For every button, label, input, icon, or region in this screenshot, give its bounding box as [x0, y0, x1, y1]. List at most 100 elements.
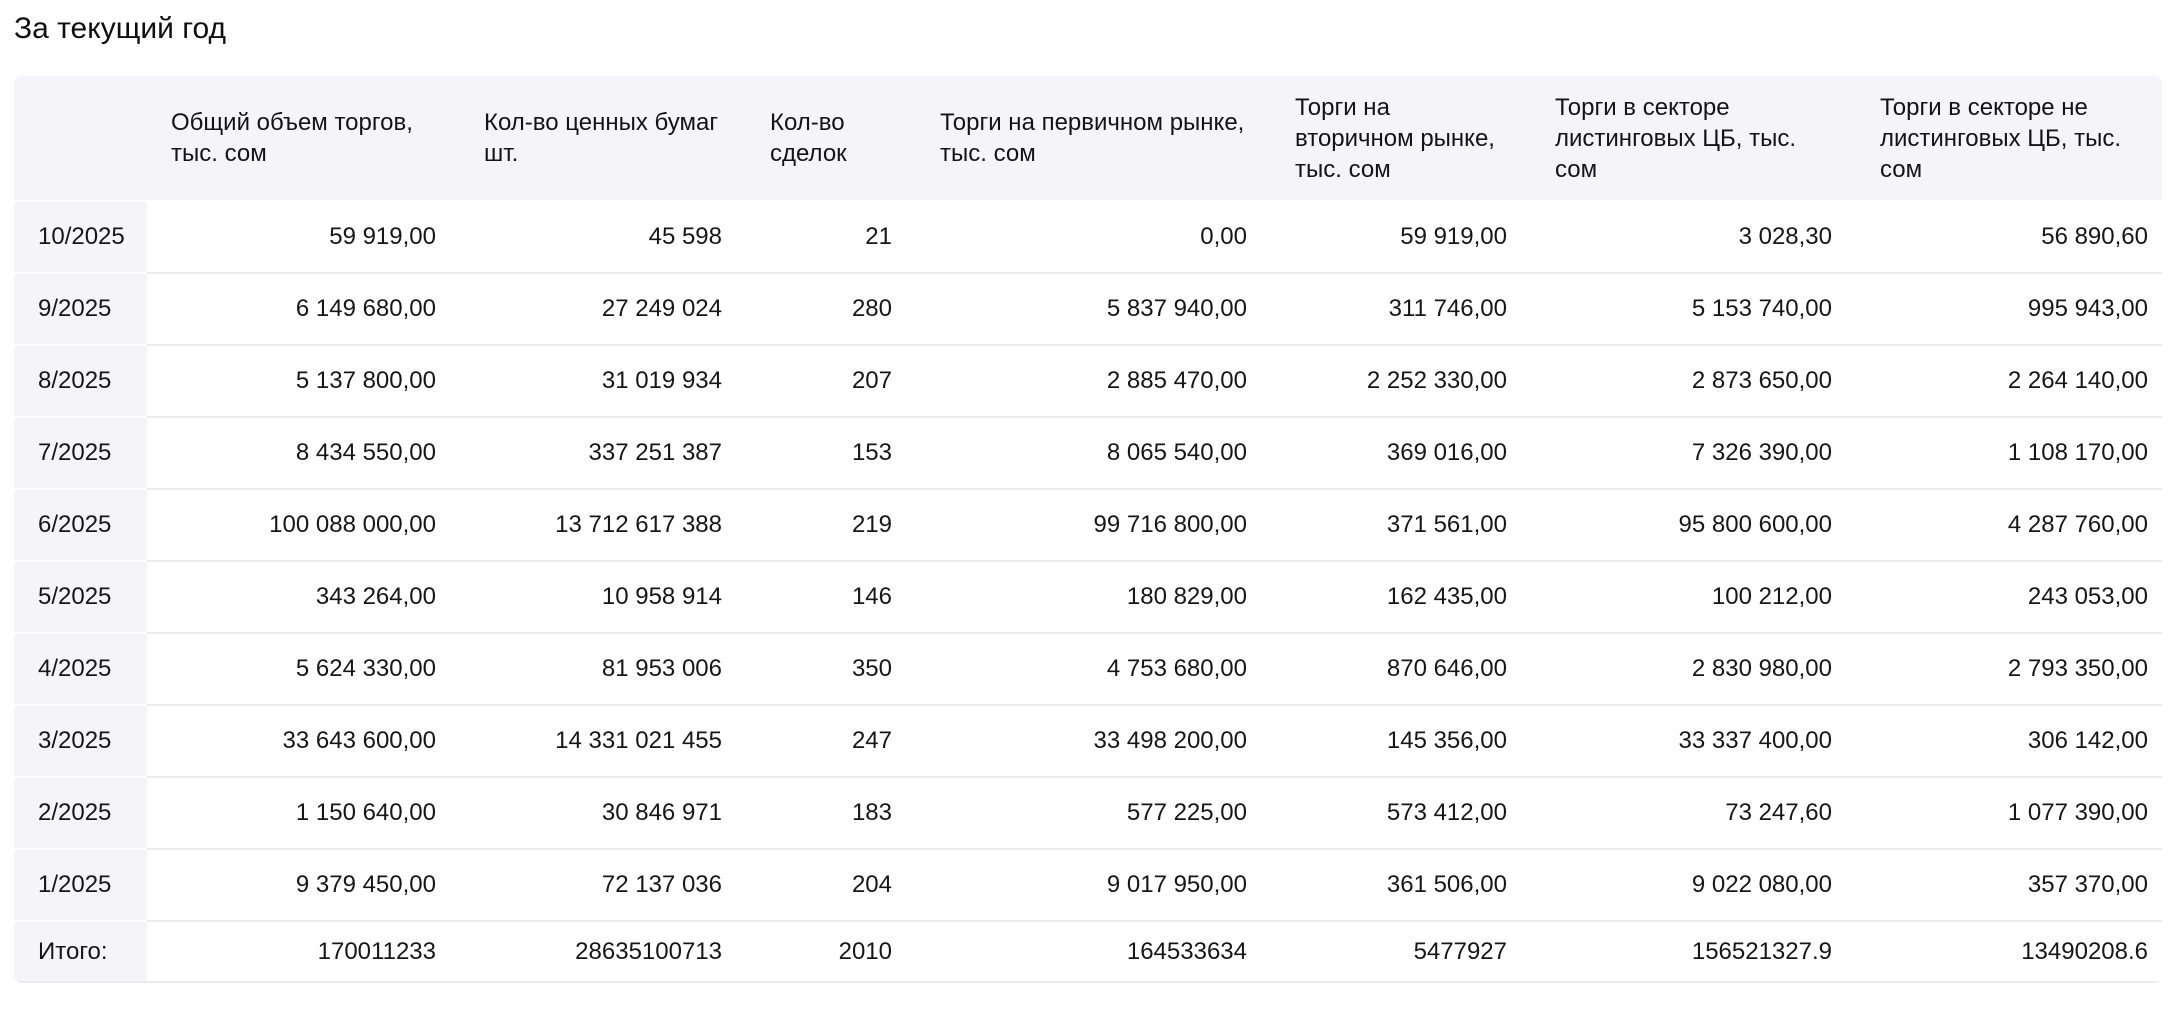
value-cell: 371 561,00: [1271, 488, 1531, 560]
value-cell: 5 624 330,00: [147, 632, 460, 704]
value-cell: 81 953 006: [460, 632, 746, 704]
value-cell: 8 065 540,00: [916, 416, 1271, 488]
value-cell: 9 022 080,00: [1531, 848, 1856, 920]
value-cell: 72 137 036: [460, 848, 746, 920]
table-row: 9/2025 6 149 680,00 27 249 024 280 5 837 940…: [14, 272, 2162, 344]
value-cell: 870 646,00: [1271, 632, 1531, 704]
row-period: 4/2025: [14, 632, 147, 704]
value-cell: 7 326 390,00: [1531, 416, 1856, 488]
value-cell: 14 331 021 455: [460, 704, 746, 776]
value-cell: 33 643 600,00: [147, 704, 460, 776]
value-cell: 3 028,30: [1531, 200, 1856, 272]
value-cell: 162 435,00: [1271, 560, 1531, 632]
value-cell: 361 506,00: [1271, 848, 1531, 920]
column-header: Торги в секторе листинговых ЦБ, тыс. сом: [1531, 76, 1856, 200]
total-row: Итого: 170011233 28635100713 2010 164533634 5…: [14, 920, 2162, 983]
value-cell: 5 137 800,00: [147, 344, 460, 416]
row-period: 10/2025: [14, 200, 147, 272]
value-cell: 153: [746, 416, 916, 488]
value-cell: 306 142,00: [1856, 704, 2162, 776]
value-cell: 59 919,00: [1271, 200, 1531, 272]
value-cell: 577 225,00: [916, 776, 1271, 848]
total-cell: 13490208.6: [1856, 920, 2162, 983]
value-cell: 0,00: [916, 200, 1271, 272]
value-cell: 27 249 024: [460, 272, 746, 344]
total-cell: 164533634: [916, 920, 1271, 983]
value-cell: 995 943,00: [1856, 272, 2162, 344]
row-period: 6/2025: [14, 488, 147, 560]
value-cell: 4 287 760,00: [1856, 488, 2162, 560]
value-cell: 2 830 980,00: [1531, 632, 1856, 704]
value-cell: 1 077 390,00: [1856, 776, 2162, 848]
value-cell: 350: [746, 632, 916, 704]
table-row: 4/2025 5 624 330,00 81 953 006 350 4 753 680…: [14, 632, 2162, 704]
table-row: 10/2025 59 919,00 45 598 21 0,00 59 919,00 3 0…: [14, 200, 2162, 272]
row-period: 7/2025: [14, 416, 147, 488]
value-cell: 207: [746, 344, 916, 416]
value-cell: 100 212,00: [1531, 560, 1856, 632]
value-cell: 311 746,00: [1271, 272, 1531, 344]
value-cell: 73 247,60: [1531, 776, 1856, 848]
value-cell: 280: [746, 272, 916, 344]
value-cell: 13 712 617 388: [460, 488, 746, 560]
table-row: 1/2025 9 379 450,00 72 137 036 204 9 017 950…: [14, 848, 2162, 920]
table-body: 10/2025 59 919,00 45 598 21 0,00 59 919,00 3 0…: [14, 200, 2162, 983]
column-header: Торги в секторе не листинговых ЦБ, тыс. …: [1856, 76, 2162, 200]
value-cell: 337 251 387: [460, 416, 746, 488]
value-cell: 219: [746, 488, 916, 560]
column-header: Кол-во ценных бумаг шт.: [460, 76, 746, 200]
value-cell: 343 264,00: [147, 560, 460, 632]
value-cell: 2 885 470,00: [916, 344, 1271, 416]
value-cell: 9 017 950,00: [916, 848, 1271, 920]
value-cell: 59 919,00: [147, 200, 460, 272]
total-cell: 156521327.9: [1531, 920, 1856, 983]
value-cell: 21: [746, 200, 916, 272]
value-cell: 31 019 934: [460, 344, 746, 416]
page-title: За текущий год: [14, 12, 227, 45]
value-cell: 33 337 400,00: [1531, 704, 1856, 776]
total-label: Итого:: [14, 920, 147, 983]
row-period: 1/2025: [14, 848, 147, 920]
value-cell: 145 356,00: [1271, 704, 1531, 776]
table-row: 5/2025 343 264,00 10 958 914 146 180 829,00 1…: [14, 560, 2162, 632]
monthly-trading-table: Общий объем торгов, тыс. сом Кол-во ценны…: [14, 76, 2162, 983]
value-cell: 33 498 200,00: [916, 704, 1271, 776]
value-cell: 9 379 450,00: [147, 848, 460, 920]
value-cell: 95 800 600,00: [1531, 488, 1856, 560]
column-header: Торги на первичном рынке, тыс. сом: [916, 76, 1271, 200]
row-period: 8/2025: [14, 344, 147, 416]
value-cell: 1 108 170,00: [1856, 416, 2162, 488]
value-cell: 2 264 140,00: [1856, 344, 2162, 416]
total-cell: 28635100713: [460, 920, 746, 983]
column-header: Общий объем торгов, тыс. сом: [147, 76, 460, 200]
value-cell: 573 412,00: [1271, 776, 1531, 848]
value-cell: 45 598: [460, 200, 746, 272]
row-period: 3/2025: [14, 704, 147, 776]
value-cell: 369 016,00: [1271, 416, 1531, 488]
value-cell: 180 829,00: [916, 560, 1271, 632]
table-row: 8/2025 5 137 800,00 31 019 934 207 2 885 470…: [14, 344, 2162, 416]
total-cell: 170011233: [147, 920, 460, 983]
value-cell: 6 149 680,00: [147, 272, 460, 344]
value-cell: 4 753 680,00: [916, 632, 1271, 704]
value-cell: 2 793 350,00: [1856, 632, 2162, 704]
total-cell: 5477927: [1271, 920, 1531, 983]
value-cell: 247: [746, 704, 916, 776]
value-cell: 146: [746, 560, 916, 632]
value-cell: 8 434 550,00: [147, 416, 460, 488]
value-cell: 30 846 971: [460, 776, 746, 848]
total-cell: 2010: [746, 920, 916, 983]
trading-stats-table: Общий объем торгов, тыс. сом Кол-во ценны…: [14, 76, 2162, 983]
value-cell: 5 153 740,00: [1531, 272, 1856, 344]
value-cell: 2 252 330,00: [1271, 344, 1531, 416]
table-row: 2/2025 1 150 640,00 30 846 971 183 577 225,0…: [14, 776, 2162, 848]
value-cell: 1 150 640,00: [147, 776, 460, 848]
value-cell: 10 958 914: [460, 560, 746, 632]
value-cell: 99 716 800,00: [916, 488, 1271, 560]
value-cell: 56 890,60: [1856, 200, 2162, 272]
table-header-row: Общий объем торгов, тыс. сом Кол-во ценны…: [14, 76, 2162, 200]
value-cell: 183: [746, 776, 916, 848]
table-row: 6/2025 100 088 000,00 13 712 617 388 219 99 …: [14, 488, 2162, 560]
value-cell: 357 370,00: [1856, 848, 2162, 920]
row-period: 5/2025: [14, 560, 147, 632]
